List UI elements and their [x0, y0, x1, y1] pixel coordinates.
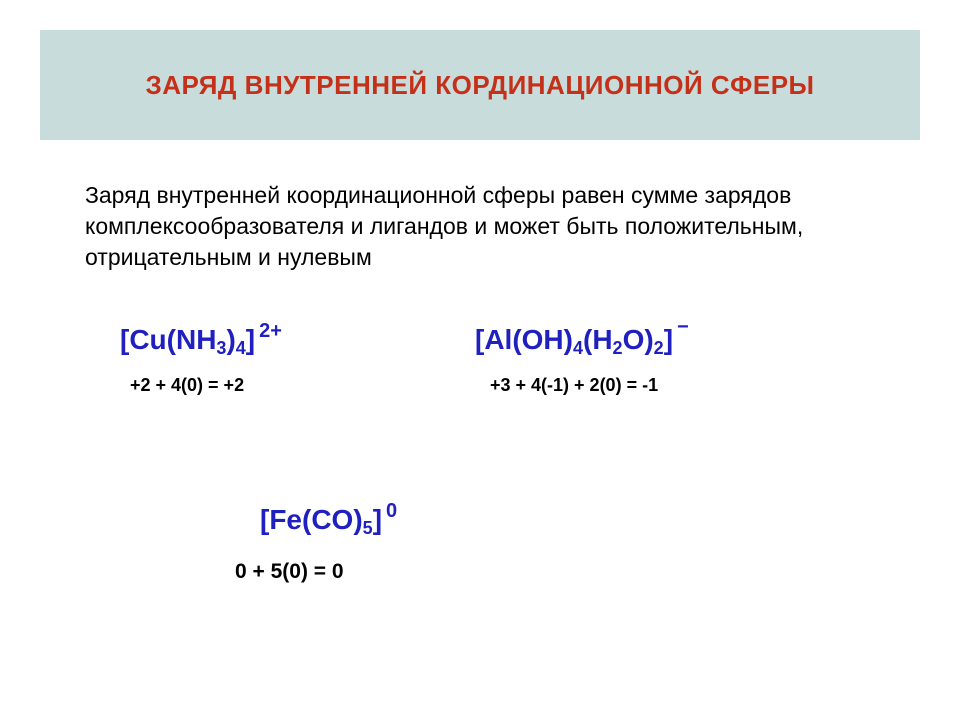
ligand2-open: (H — [583, 324, 613, 355]
bracket-open: [ — [120, 324, 129, 355]
metal: Al — [484, 324, 512, 355]
body-paragraph: Заряд внутренней координационной сферы р… — [85, 180, 865, 273]
bracket-close: ] — [246, 324, 255, 355]
charge: − — [677, 316, 689, 338]
ligand1-sub: 4 — [573, 338, 583, 358]
ligand-sub: 5 — [363, 518, 373, 538]
calc-fe: 0 + 5(0) = 0 — [235, 560, 344, 584]
calc-cu: +2 + 4(0) = +2 — [130, 375, 244, 396]
ligand-sub: 3 — [216, 338, 226, 358]
page-title: ЗАРЯД ВНУТРЕННЕЙ КОРДИНАЦИОННОЙ СФЕРЫ — [145, 70, 814, 101]
ligand-close: ) — [226, 324, 235, 355]
formula-fe: [Fe(CO)5]0 — [260, 500, 397, 539]
bracket-open: [ — [475, 324, 484, 355]
bracket-open: [ — [260, 504, 269, 535]
formula-cu: [Cu(NH3)4]2+ — [120, 320, 282, 359]
ligand2-mid: O) — [623, 324, 654, 355]
calc-al: +3 + 4(-1) + 2(0) = -1 — [490, 375, 658, 396]
ligand2-sub2: 2 — [654, 338, 664, 358]
ligand-open: (CO) — [302, 504, 363, 535]
metal: Cu — [129, 324, 166, 355]
ligand1-open: (OH) — [512, 324, 573, 355]
ligand2-sub1: 2 — [613, 338, 623, 358]
bracket-close: ] — [664, 324, 673, 355]
count-sub: 4 — [236, 338, 246, 358]
metal: Fe — [269, 504, 302, 535]
charge: 0 — [386, 500, 397, 522]
title-box: ЗАРЯД ВНУТРЕННЕЙ КОРДИНАЦИОННОЙ СФЕРЫ — [40, 30, 920, 140]
charge: 2+ — [259, 320, 282, 342]
bracket-close: ] — [373, 504, 382, 535]
formula-al: [Al(OH)4(H2O)2]− — [475, 316, 689, 359]
ligand-open: (NH — [167, 324, 217, 355]
